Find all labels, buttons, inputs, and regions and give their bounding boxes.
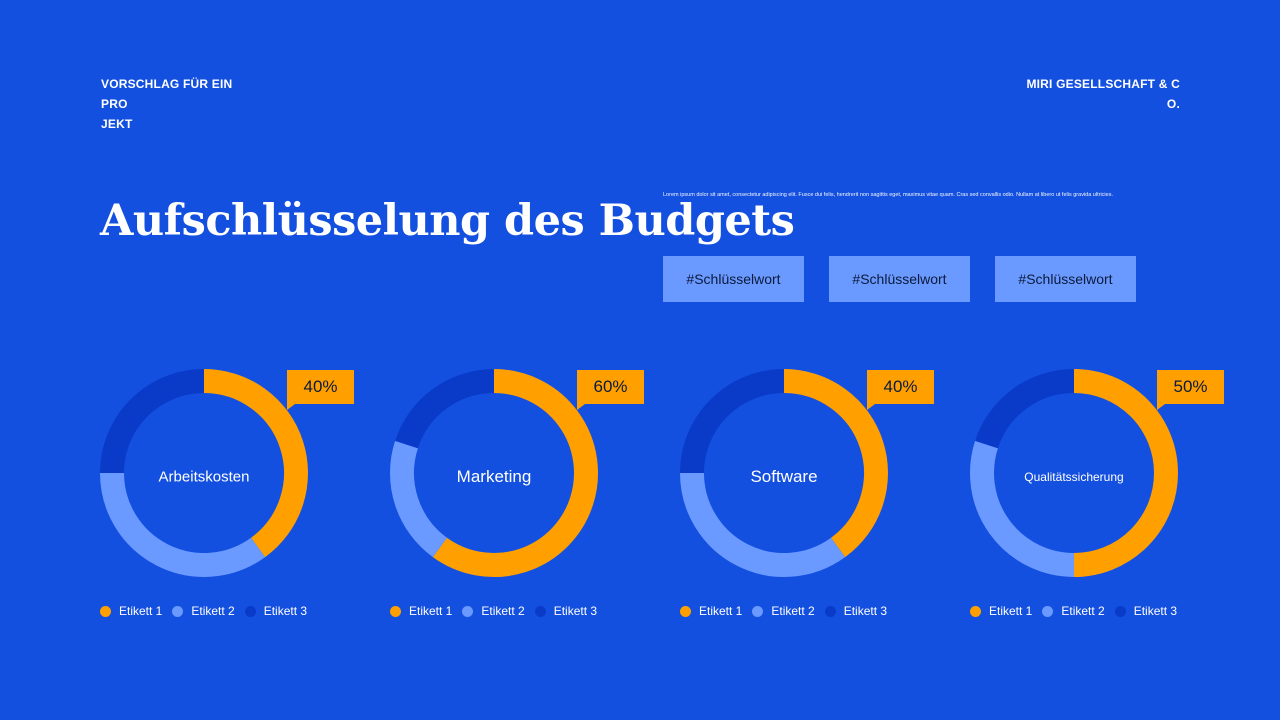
legend-dot-icon (680, 605, 691, 617)
donut-3-legend-label-1: Etikett 1 (699, 604, 743, 618)
keyword-tag-1: #Schlüsselwort (663, 256, 804, 302)
legend-dot-icon (390, 605, 401, 617)
legend-dot-icon (970, 605, 981, 617)
donut-4-center-label: Qualitätssicherung (1024, 470, 1124, 484)
donut-2-slice-1 (432, 369, 598, 577)
legend-dot-icon (100, 605, 111, 617)
donut-1-slice-2 (100, 472, 266, 577)
donut-3-percent-badge: 40% (867, 370, 934, 410)
donut-3-legend-item-1: Etikett 1 (680, 604, 742, 618)
donut-3-legend-item-2: Etikett 2 (752, 604, 815, 618)
donut-2-slice-2 (390, 440, 448, 558)
donut-1-legend-item-2: Etikett 2 (172, 604, 235, 618)
page-title: Aufschlüsselung des Budgets (100, 196, 795, 246)
description: Lorem ipsum dolor sit amet, consectetur … (663, 192, 1113, 198)
donut-1-legend-label-3: Etikett 3 (263, 604, 308, 618)
donut-3-legend-label-3: Etikett 3 (843, 604, 888, 618)
donut-3-legend-label-2: Etikett 2 (771, 604, 815, 618)
header-left: VORSCHLAG FÜR EIN PRO JEKT (101, 74, 261, 134)
donut-3-legend: Etikett 1 Etikett 2 Etikett 3 (680, 604, 897, 618)
legend-dot-icon (172, 605, 184, 617)
donut-4-legend-item-2: Etikett 2 (1042, 604, 1105, 618)
donut-2-slice-3 (395, 369, 495, 449)
donut-2-legend-item-1: Etikett 1 (390, 604, 452, 618)
donut-1-legend-item-3: Etikett 3 (244, 604, 308, 618)
donut-1-legend: Etikett 1 Etikett 2 Etikett 3 (100, 604, 317, 618)
donut-1-slice-1 (203, 369, 308, 558)
donut-1-slice-3 (100, 369, 205, 474)
donut-2-legend: Etikett 1 Etikett 2 Etikett 3 (390, 604, 607, 618)
legend-dot-icon (244, 605, 256, 617)
donut-4-legend-label-2: Etikett 2 (1061, 604, 1105, 618)
legend-dot-icon (1042, 605, 1054, 617)
donut-3-legend-item-3: Etikett 3 (824, 604, 888, 618)
legend-dot-icon (534, 605, 546, 617)
donut-4-legend-label-3: Etikett 3 (1133, 604, 1178, 618)
keyword-tag-2: #Schlüsselwort (829, 256, 970, 302)
donut-4-legend-label-1: Etikett 1 (989, 604, 1033, 618)
donut-2-legend-item-3: Etikett 3 (534, 604, 598, 618)
donut-1-center-label: Arbeitskosten (158, 468, 250, 486)
donut-1-legend-item-1: Etikett 1 (100, 604, 162, 618)
donut-4-legend: Etikett 1 Etikett 2 Etikett 3 (970, 604, 1187, 618)
legend-dot-icon (1114, 605, 1126, 617)
keyword-tag-3: #Schlüsselwort (995, 256, 1136, 302)
donut-2-percent-badge: 60% (577, 370, 644, 410)
donut-2-legend-label-1: Etikett 1 (409, 604, 453, 618)
header-right-line2: O. (1166, 97, 1180, 111)
donut-2-center-label: Marketing (456, 467, 532, 486)
donut-4-slice-2 (970, 440, 1075, 577)
donut-3-slice-2 (680, 472, 846, 577)
donut-4-slice-1 (1073, 369, 1178, 577)
donut-4-percent-badge: 50% (1157, 370, 1224, 410)
donut-1-legend-label-1: Etikett 1 (119, 604, 163, 618)
donut-2-legend-item-2: Etikett 2 (462, 604, 525, 618)
legend-dot-icon (824, 605, 836, 617)
donut-4-legend-item-3: Etikett 3 (1114, 604, 1178, 618)
header-right: MIRI GESELLSCHAFT & C O. (1020, 74, 1180, 114)
legend-dot-icon (752, 605, 764, 617)
donut-4-slice-3 (975, 369, 1075, 449)
header-left-line1: VORSCHLAG FÜR EIN PRO (101, 77, 233, 111)
donut-3-slice-3 (680, 369, 785, 474)
donut-1-percent-badge: 40% (287, 370, 354, 410)
donut-3-center-label: Software (750, 467, 818, 486)
donut-2-legend-label-2: Etikett 2 (481, 604, 525, 618)
donut-4-legend-item-1: Etikett 1 (970, 604, 1032, 618)
donut-2-legend-label-3: Etikett 3 (553, 604, 598, 618)
legend-dot-icon (462, 605, 474, 617)
donut-1-legend-label-2: Etikett 2 (191, 604, 235, 618)
header-right-line1: MIRI GESELLSCHAFT & C (1026, 77, 1180, 91)
header-left-line2: JEKT (101, 117, 133, 131)
donut-3-slice-1 (783, 369, 888, 558)
